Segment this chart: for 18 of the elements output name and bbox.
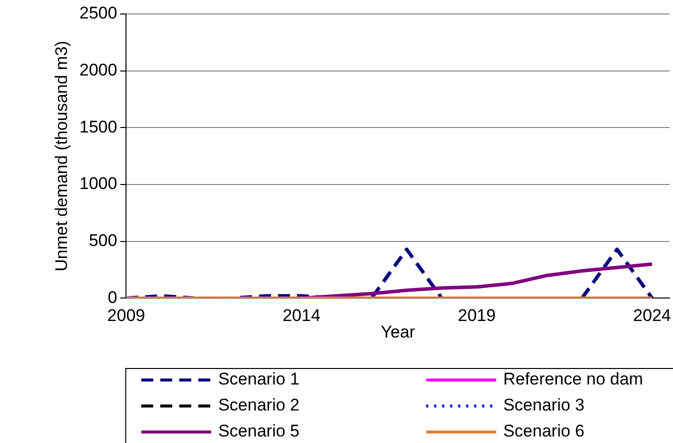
x-tick-label: 2024 [633, 306, 672, 326]
x-tick-label: 2009 [107, 306, 146, 326]
y-tick-label: 2500 [79, 4, 118, 23]
y-tick-label: 1500 [79, 117, 118, 136]
legend-label: Reference no dam [503, 370, 644, 389]
x-tick-label: 2014 [282, 306, 320, 326]
y-tick-label: 1000 [79, 174, 118, 194]
legend-label: Scenario 5 [218, 422, 300, 441]
y-tick-label: 2000 [79, 60, 118, 80]
legend-label: Scenario 2 [218, 396, 300, 415]
legend-label: Scenario 6 [503, 422, 584, 441]
y-tick-label: 500 [88, 231, 118, 250]
y-tick-label: 0 [108, 288, 118, 307]
legend-label: Scenario 3 [503, 396, 584, 415]
x-axis-title: Year [380, 322, 416, 342]
legend-label: Scenario 1 [218, 370, 300, 389]
x-tick-label: 2019 [458, 306, 496, 326]
y-axis-title: Unmet demand (thousand m3) [52, 40, 71, 272]
